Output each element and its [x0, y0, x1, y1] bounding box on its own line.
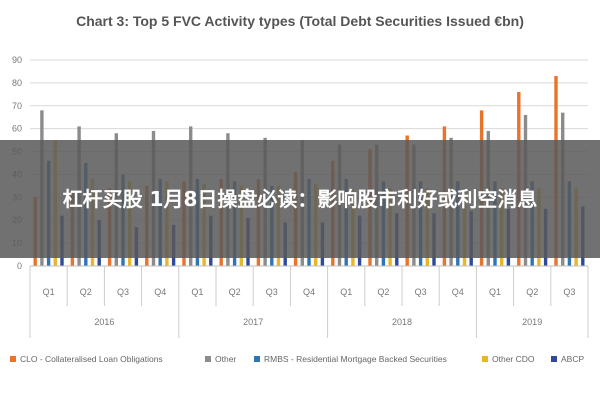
legend-swatch-rmbs — [254, 356, 260, 362]
year-label: 2018 — [392, 317, 412, 327]
legend-label-clo: CLO - Collateralised Loan Obligations — [20, 354, 163, 364]
legend-item-rmbs: RMBS - Residential Mortgage Backed Secur… — [254, 352, 447, 366]
y-tick-label: 0 — [17, 261, 22, 271]
year-label: 2016 — [94, 317, 114, 327]
y-tick-label: 70 — [12, 101, 22, 111]
x-tick-label: Q3 — [415, 287, 427, 297]
legend-label-other-cdo: Other CDO — [492, 354, 535, 364]
x-tick-label: Q2 — [80, 287, 92, 297]
x-tick-label: Q1 — [191, 287, 203, 297]
x-tick-label: Q2 — [526, 287, 538, 297]
year-label: 2017 — [243, 317, 263, 327]
headline-banner: 杠杆买股 1月8日操盘必读：影响股市利好或利空消息 — [0, 140, 600, 258]
y-tick-label: 90 — [12, 55, 22, 65]
legend-item-other: Other — [205, 352, 236, 366]
x-tick-label: Q3 — [117, 287, 129, 297]
x-tick-label: Q4 — [154, 287, 166, 297]
chart-title: Chart 3: Top 5 FVC Activity types (Total… — [76, 13, 524, 29]
x-tick-label: Q1 — [489, 287, 501, 297]
legend-item-other-cdo: Other CDO — [482, 352, 535, 366]
legend-label-rmbs: RMBS - Residential Mortgage Backed Secur… — [264, 354, 447, 364]
legend-item-clo: CLO - Collateralised Loan Obligations — [10, 352, 163, 366]
legend-swatch-abcp — [551, 356, 557, 362]
x-tick-label: Q2 — [377, 287, 389, 297]
legend-swatch-other-cdo — [482, 356, 488, 362]
headline-text: 杠杆买股 1月8日操盘必读：影响股市利好或利空消息 — [62, 187, 538, 211]
x-tick-label: Q3 — [266, 287, 278, 297]
x-tick-label: Q3 — [563, 287, 575, 297]
x-tick-label: Q4 — [303, 287, 315, 297]
legend-label-abcp: ABCP — [561, 354, 585, 364]
y-tick-label: 60 — [12, 124, 22, 134]
legend-item-abcp: ABCP — [551, 352, 584, 366]
x-tick-label: Q1 — [43, 287, 55, 297]
legend: CLO - Collateralised Loan Obligations Ot… — [10, 352, 595, 366]
legend-label-other: Other — [215, 354, 237, 364]
y-tick-label: 80 — [12, 78, 22, 88]
x-tick-label: Q1 — [340, 287, 352, 297]
year-label: 2019 — [522, 317, 542, 327]
legend-swatch-clo — [10, 356, 16, 362]
x-tick-label: Q2 — [229, 287, 241, 297]
x-tick-label: Q4 — [452, 287, 464, 297]
x-axis: Q1 Q2 Q3 Q4 Q1 Q2 Q3 Q4 Q1 Q2 Q3 Q4 Q1 Q2 Q3 2016 2017 20… — [29, 265, 589, 338]
legend-swatch-other — [205, 356, 211, 362]
